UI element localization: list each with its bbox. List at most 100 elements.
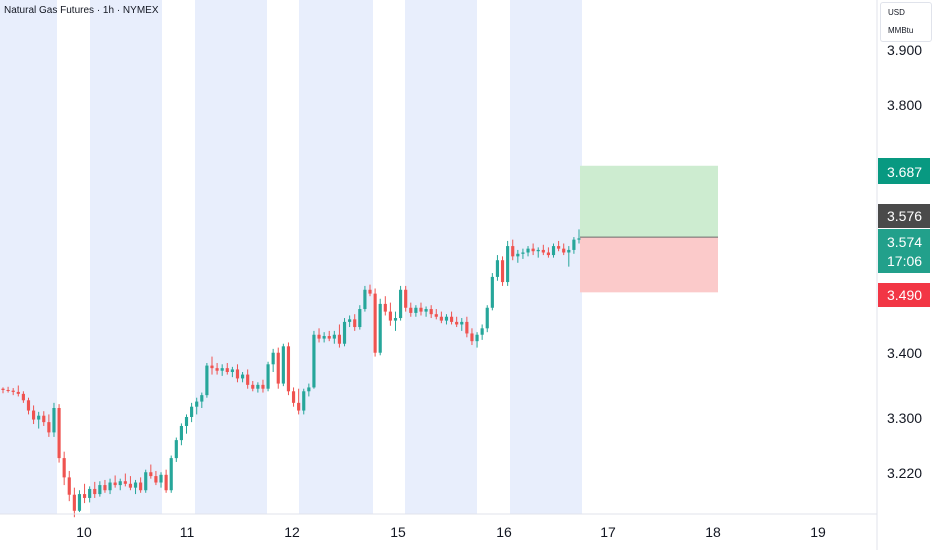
target-zone[interactable]: [580, 165, 718, 238]
x-tick-label: 11: [180, 524, 195, 540]
candle-body: [281, 346, 285, 384]
candle-body: [174, 440, 178, 459]
stop-price-label: 3.490: [887, 287, 922, 303]
candles: [1, 229, 581, 518]
x-tick-label: 16: [496, 524, 512, 540]
candle: [93, 481, 97, 498]
candle-body: [409, 307, 413, 313]
candle: [536, 247, 540, 258]
candle-body: [536, 249, 540, 252]
price-unit-box[interactable]: USD MMBtu: [880, 2, 932, 42]
candle-body: [225, 368, 229, 373]
candle: [281, 343, 285, 387]
candle-body: [251, 384, 255, 389]
stop-price-label-box: [878, 283, 930, 307]
candle-body: [322, 336, 326, 339]
candle: [113, 475, 117, 488]
candle: [490, 273, 494, 311]
x-tick-label: 19: [810, 524, 826, 540]
candle: [526, 246, 530, 257]
stop-zone[interactable]: [580, 237, 718, 293]
candle: [516, 249, 520, 263]
candle: [307, 383, 311, 397]
candle-body: [103, 485, 107, 491]
candle: [123, 473, 127, 487]
candle-body: [526, 248, 530, 253]
candle-body: [521, 252, 525, 254]
candle: [82, 483, 87, 504]
candle: [42, 411, 46, 426]
candle-body: [358, 309, 362, 328]
candle-body: [337, 334, 342, 344]
last-price-label: 3.574: [887, 234, 922, 250]
candle-body: [383, 303, 387, 312]
candle: [32, 405, 36, 425]
candle: [429, 305, 433, 319]
candle: [225, 363, 229, 375]
candle-body: [317, 334, 321, 339]
candle-body: [480, 328, 484, 335]
x-tick-label: 12: [284, 524, 300, 540]
candle-body: [1, 388, 5, 390]
long-position-tool[interactable]: [580, 165, 718, 293]
candle-body: [47, 422, 51, 433]
measure-unit: MMBtu: [888, 26, 914, 35]
candle: [195, 397, 199, 415]
candle: [419, 302, 423, 316]
time-axis[interactable]: 10 11 12 15 16 17 18 19: [0, 513, 877, 540]
candle-body: [200, 395, 204, 402]
candle-body: [551, 246, 556, 256]
candle: [399, 285, 403, 321]
candle: [322, 332, 326, 343]
target-price-label: 3.687: [887, 164, 922, 180]
candle-body: [399, 289, 403, 319]
candle-body: [541, 249, 545, 253]
candle: [557, 240, 561, 252]
candle: [373, 288, 377, 357]
candle: [220, 364, 224, 376]
candle: [317, 328, 321, 343]
candle-body: [57, 407, 61, 459]
candle-body: [154, 476, 158, 483]
candle: [179, 423, 183, 446]
entry-price-label: 3.576: [887, 208, 922, 224]
candle: [409, 302, 413, 317]
candle-body: [291, 391, 296, 403]
candle: [291, 387, 296, 407]
candle-body: [11, 390, 15, 392]
candle: [337, 324, 342, 348]
candle: [546, 247, 550, 258]
price-axis[interactable]: 3.900 3.800 3.400 3.300 3.220 3.687 3.57…: [876, 0, 930, 550]
candle-body: [373, 293, 377, 353]
candle: [6, 386, 10, 393]
candle: [21, 391, 25, 403]
candle: [149, 464, 153, 479]
candle-body: [266, 364, 270, 389]
candle-body: [353, 319, 357, 328]
candle: [572, 237, 576, 254]
y-tick-label: 3.900: [887, 42, 922, 58]
candle: [164, 469, 168, 493]
currency-unit: USD: [888, 8, 905, 17]
candle: [439, 311, 443, 324]
candle-body: [327, 336, 331, 339]
candle-body: [179, 425, 183, 441]
candle-body: [16, 391, 20, 394]
candle: [154, 470, 158, 486]
candle: [1, 387, 5, 394]
candle: [72, 487, 76, 518]
candle: [511, 239, 515, 261]
candle: [174, 437, 178, 462]
candle-body: [159, 474, 163, 483]
candle-body: [332, 334, 336, 339]
candle: [495, 255, 500, 281]
candle-body: [42, 415, 46, 423]
candle: [424, 306, 428, 317]
candle: [128, 476, 133, 491]
candle: [159, 472, 163, 488]
candle: [271, 348, 275, 373]
candle: [567, 246, 571, 267]
candle-body: [32, 410, 36, 420]
session-band: [195, 0, 267, 514]
